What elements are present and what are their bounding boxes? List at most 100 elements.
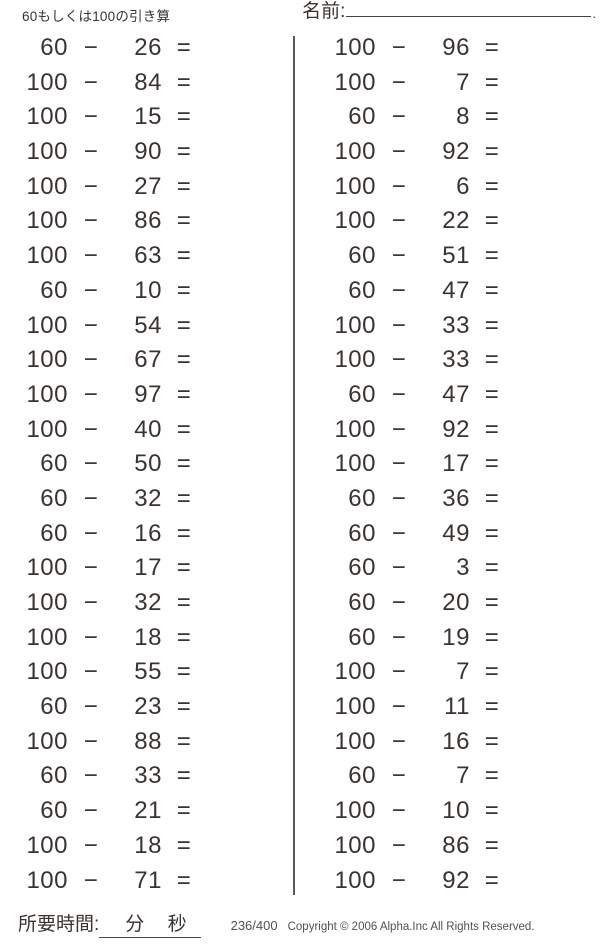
minuend: 100 xyxy=(26,831,68,859)
elapsed-time-blanks[interactable]: 分 秒 xyxy=(99,909,201,938)
subtrahend: 26 xyxy=(134,34,162,61)
minus-operator: − xyxy=(83,554,99,582)
equals-sign: = xyxy=(176,276,192,304)
minus-operator: − xyxy=(83,693,99,721)
minus-operator: − xyxy=(83,207,99,235)
equals-sign: = xyxy=(176,658,192,686)
minuend: 100 xyxy=(334,450,376,478)
minuend: 100 xyxy=(26,589,68,616)
minuend: 100 xyxy=(334,34,376,61)
minus-operator: − xyxy=(83,831,99,859)
seconds-unit-label: 秒 xyxy=(167,914,187,935)
problem-row: 60− 8 = xyxy=(312,103,592,138)
problem-row: 100− 55 = xyxy=(4,658,284,693)
subtrahend: 7 xyxy=(456,762,470,790)
minuend: 100 xyxy=(334,658,376,686)
equals-sign: = xyxy=(176,68,192,96)
subtrahend: 40 xyxy=(134,415,162,443)
minuend: 100 xyxy=(26,866,68,894)
minus-operator: − xyxy=(391,589,407,616)
minus-operator: − xyxy=(83,519,99,547)
minuend: 60 xyxy=(348,519,376,547)
name-label: 名前: xyxy=(302,1,346,22)
subtrahend: 54 xyxy=(134,311,162,339)
minus-operator: − xyxy=(83,34,99,61)
subtrahend: 16 xyxy=(134,519,162,547)
equals-sign: = xyxy=(176,450,192,478)
equals-sign: = xyxy=(484,68,500,96)
subtrahend: 6 xyxy=(456,172,470,200)
minus-operator: − xyxy=(83,103,99,131)
equals-sign: = xyxy=(484,138,500,166)
subtrahend: 32 xyxy=(134,589,162,616)
problem-row: 100− 33 = xyxy=(312,312,592,347)
subtrahend: 10 xyxy=(134,276,162,304)
subtrahend: 23 xyxy=(134,693,162,721)
problem-row: 60− 23 = xyxy=(4,693,284,728)
minuend: 100 xyxy=(26,554,68,582)
problem-row: 100− 88 = xyxy=(4,728,284,763)
minus-operator: − xyxy=(83,276,99,304)
minuend: 60 xyxy=(40,484,68,512)
minuend: 100 xyxy=(334,727,376,755)
minuend: 100 xyxy=(26,172,68,200)
minus-operator: − xyxy=(83,450,99,478)
equals-sign: = xyxy=(484,311,500,339)
minus-operator: − xyxy=(83,138,99,166)
problem-row: 100− 18 = xyxy=(4,832,284,867)
minuend: 60 xyxy=(40,276,68,304)
problem-column-right: 100−96 = 100−7 = 60−8 = 100−92 = 100−6 = 100−22 = 60… xyxy=(312,34,592,901)
problem-row: 100− 27 = xyxy=(4,173,284,208)
subtrahend: 92 xyxy=(442,138,470,166)
subtrahend: 33 xyxy=(442,346,470,374)
problem-row: 100− 67 = xyxy=(4,346,284,381)
minutes-unit-label: 分 xyxy=(125,914,145,935)
equals-sign: = xyxy=(176,554,192,582)
minus-operator: − xyxy=(83,484,99,512)
equals-sign: = xyxy=(484,242,500,270)
subtrahend: 55 xyxy=(134,658,162,686)
minuend: 60 xyxy=(348,623,376,651)
minus-operator: − xyxy=(83,762,99,790)
minus-operator: − xyxy=(391,138,407,166)
minuend: 100 xyxy=(26,103,68,131)
subtrahend: 33 xyxy=(134,762,162,790)
minus-operator: − xyxy=(391,693,407,721)
elapsed-time-field: 所要時間: 分 秒 xyxy=(18,909,201,938)
minus-operator: − xyxy=(391,727,407,755)
name-input-line[interactable] xyxy=(346,15,592,17)
minus-operator: − xyxy=(391,623,407,651)
equals-sign: = xyxy=(176,727,192,755)
minuend: 60 xyxy=(40,34,68,61)
subtrahend: 71 xyxy=(134,866,162,894)
minus-operator: − xyxy=(83,658,99,686)
page-title: 60もしくは100の引き算 xyxy=(22,9,171,24)
subtrahend: 17 xyxy=(134,554,162,582)
minuend: 60 xyxy=(40,762,68,790)
minus-operator: − xyxy=(391,415,407,443)
problem-row: 100− 11 = xyxy=(312,693,592,728)
minuend: 100 xyxy=(334,311,376,339)
minuend: 100 xyxy=(26,380,68,408)
minuend: 100 xyxy=(334,172,376,200)
problem-row: 100− 18 = xyxy=(4,624,284,659)
minus-operator: − xyxy=(391,380,407,408)
problem-row: 60− 47 = xyxy=(312,277,592,312)
equals-sign: = xyxy=(176,242,192,270)
minus-operator: − xyxy=(391,762,407,790)
minus-operator: − xyxy=(391,207,407,235)
minuend: 60 xyxy=(348,380,376,408)
subtrahend: 8 xyxy=(456,103,470,131)
equals-sign: = xyxy=(176,866,192,894)
subtrahend: 47 xyxy=(442,276,470,304)
problem-row: 100− 90 = xyxy=(4,138,284,173)
subtrahend: 22 xyxy=(442,207,470,235)
problem-row: 60− 33 = xyxy=(4,762,284,797)
problem-row: 100− 17 = xyxy=(4,554,284,589)
minus-operator: − xyxy=(391,658,407,686)
equals-sign: = xyxy=(176,172,192,200)
problem-row: 100− 96 = xyxy=(312,34,592,69)
equals-sign: = xyxy=(176,415,192,443)
minuend: 60 xyxy=(348,276,376,304)
subtrahend: 86 xyxy=(442,831,470,859)
